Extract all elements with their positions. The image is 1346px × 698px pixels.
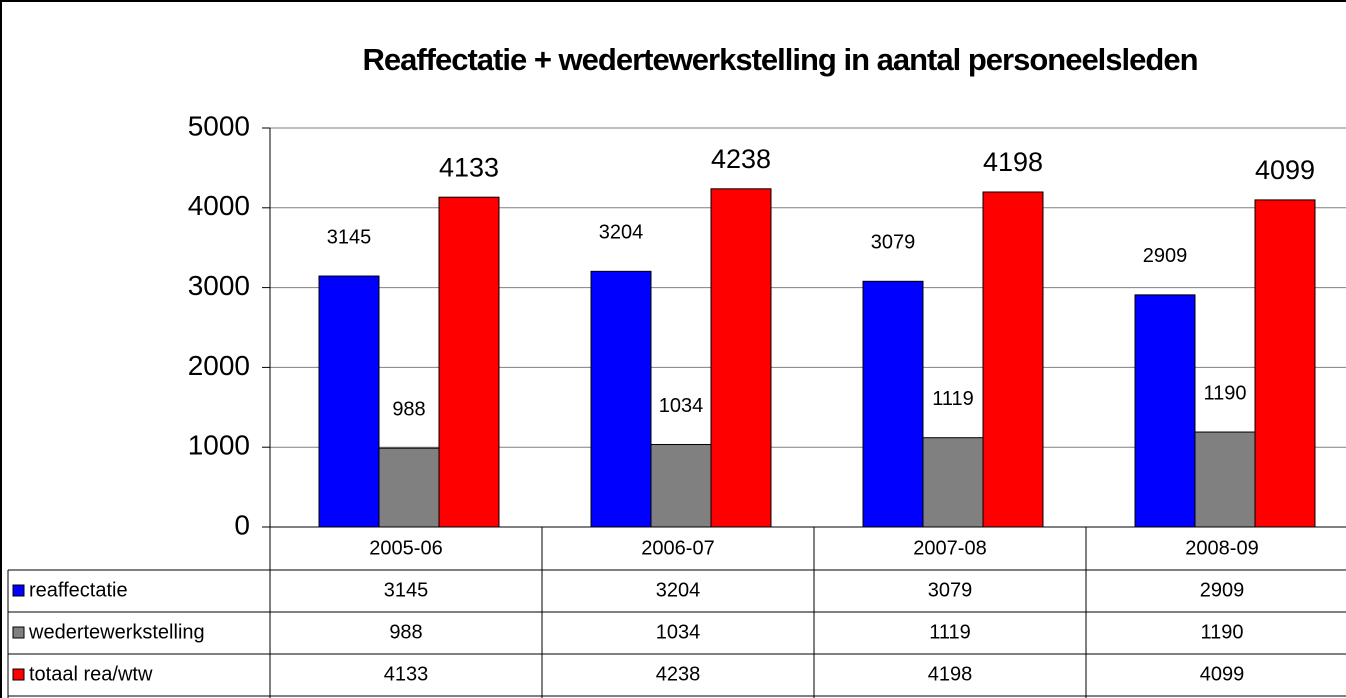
y-tick-label: 5000 xyxy=(188,110,250,141)
table-cell: 4133 xyxy=(384,663,429,685)
data-label: 4238 xyxy=(711,144,771,174)
table-cell: 3079 xyxy=(928,579,973,601)
table-cell: 2909 xyxy=(1200,579,1245,601)
table-cell: 4198 xyxy=(928,663,973,685)
bar xyxy=(1254,199,1316,528)
legend-label: totaal rea/wtw xyxy=(29,663,153,685)
data-label: 1190 xyxy=(1203,382,1246,404)
bar xyxy=(318,275,380,528)
bar xyxy=(1134,294,1196,528)
y-tick-label: 0 xyxy=(234,509,250,540)
x-tick-label: 2007-08 xyxy=(913,537,986,559)
data-label: 1119 xyxy=(932,388,974,410)
bar xyxy=(710,188,772,528)
data-label: 3079 xyxy=(871,232,916,254)
bar xyxy=(590,270,652,528)
table-cell: 988 xyxy=(389,621,422,643)
y-tick-label: 1000 xyxy=(188,430,250,461)
x-tick-label: 2006-07 xyxy=(641,537,714,559)
bar xyxy=(378,447,440,528)
y-tick-label: 4000 xyxy=(188,190,250,221)
data-label: 4198 xyxy=(983,147,1043,177)
legend-label: reaffectatie xyxy=(29,579,128,601)
table-cell: 1190 xyxy=(1200,621,1243,643)
y-tick-label: 3000 xyxy=(188,270,250,301)
bar xyxy=(650,443,712,528)
data-label: 988 xyxy=(392,398,425,420)
bar xyxy=(438,196,500,528)
data-label: 2909 xyxy=(1143,245,1188,267)
bar xyxy=(982,191,1044,528)
bar xyxy=(862,280,924,528)
bar xyxy=(1194,431,1256,528)
data-label: 1034 xyxy=(659,395,704,417)
legend-key xyxy=(12,626,25,639)
table-cell: 4099 xyxy=(1200,663,1245,685)
x-tick-label: 2008-09 xyxy=(1185,537,1258,559)
data-label: 4099 xyxy=(1255,155,1315,185)
legend-key xyxy=(12,584,25,597)
table-cell: 1119 xyxy=(929,621,971,643)
data-label: 3145 xyxy=(327,226,372,248)
chart-title: Reaffectatie + wedertewerkstelling in aa… xyxy=(362,42,1197,77)
data-label: 4133 xyxy=(439,152,499,182)
table-cell: 1034 xyxy=(656,621,701,643)
table-cell: 4238 xyxy=(656,663,701,685)
y-tick-label: 2000 xyxy=(188,350,250,381)
table-cell: 3204 xyxy=(656,579,701,601)
table-cell: 3145 xyxy=(384,579,429,601)
bar xyxy=(922,437,984,528)
legend-label: wedertewerkstelling xyxy=(28,621,205,643)
legend-key xyxy=(12,668,25,681)
x-tick-label: 2005-06 xyxy=(369,537,442,559)
data-label: 3204 xyxy=(599,222,644,244)
